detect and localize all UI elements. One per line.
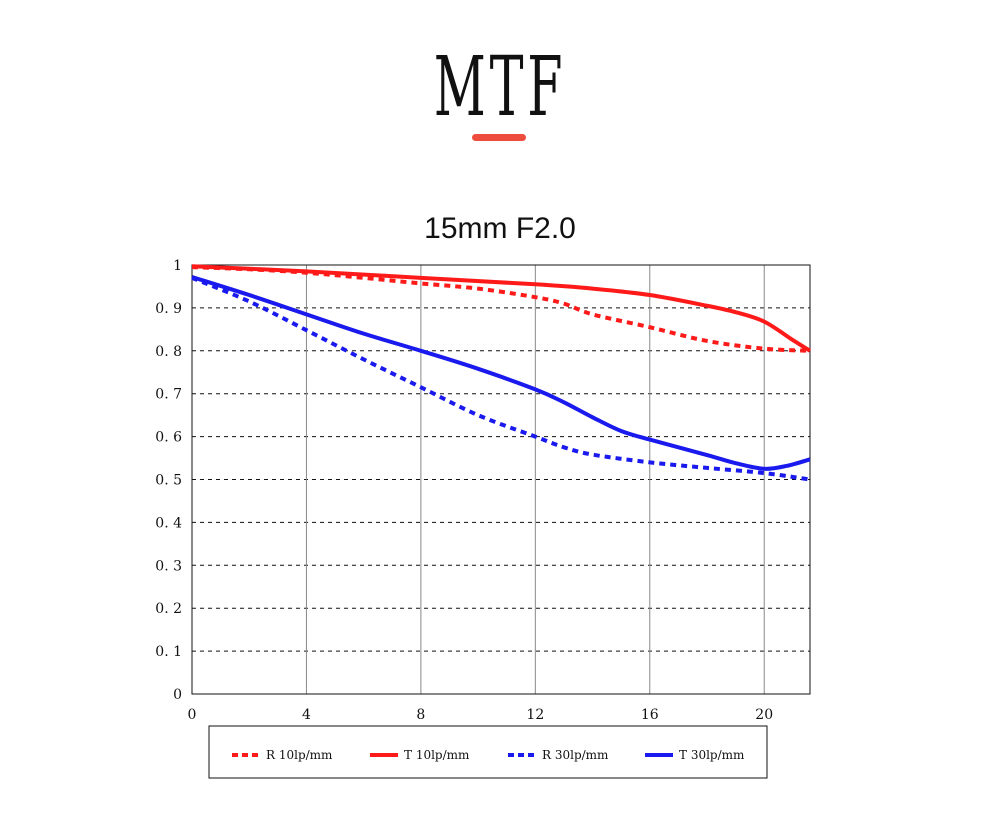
y-tick-label: 1 [173,258,182,274]
x-tick-label: 20 [755,707,773,723]
series-line-4 [191,275,811,471]
legend-label: R 30lp/mm [542,748,609,762]
series-line-2 [191,264,812,353]
legend-label: T 30lp/mm [679,748,745,762]
chart-series [191,264,812,482]
x-tick-label: 8 [416,707,425,723]
series-line-3 [191,276,811,482]
y-tick-label: 0. 1 [155,644,182,660]
x-tick-label: 12 [526,707,544,723]
y-tick-label: 0. 3 [155,558,182,574]
legend-box [208,725,768,779]
x-tick-label: 0 [188,707,197,723]
y-tick-label: 0. 2 [155,601,182,617]
y-tick-label: 0. 4 [155,515,182,531]
legend-label: T 10lp/mm [404,748,470,762]
x-tick-label: 16 [641,707,659,723]
y-tick-label: 0 [173,687,182,703]
y-tick-label: 0. 6 [155,430,182,446]
y-tick-label: 0. 7 [155,387,182,403]
legend-label: R 10lp/mm [266,748,333,762]
plot-frame [191,264,811,695]
y-tick-label: 0. 8 [155,344,182,360]
chart-axes: 0 0. 1 0. 2 0. 3 0. 4 0. 5 0. 6 0. 7 0. 8 0. 9 1 0 4… [155,258,811,723]
y-tick-label: 0. 9 [155,301,182,317]
chart-legend: R 10lp/mm T 10lp/mm R 30lp/mm T 30lp/mm [208,725,768,779]
chart-title: 15mm F2.0 [424,212,576,245]
page-title: MTF [433,40,567,135]
y-tick-label: 0. 5 [155,473,182,489]
chart-grid [192,265,810,694]
title-underline [472,134,526,141]
x-tick-label: 4 [302,707,311,723]
